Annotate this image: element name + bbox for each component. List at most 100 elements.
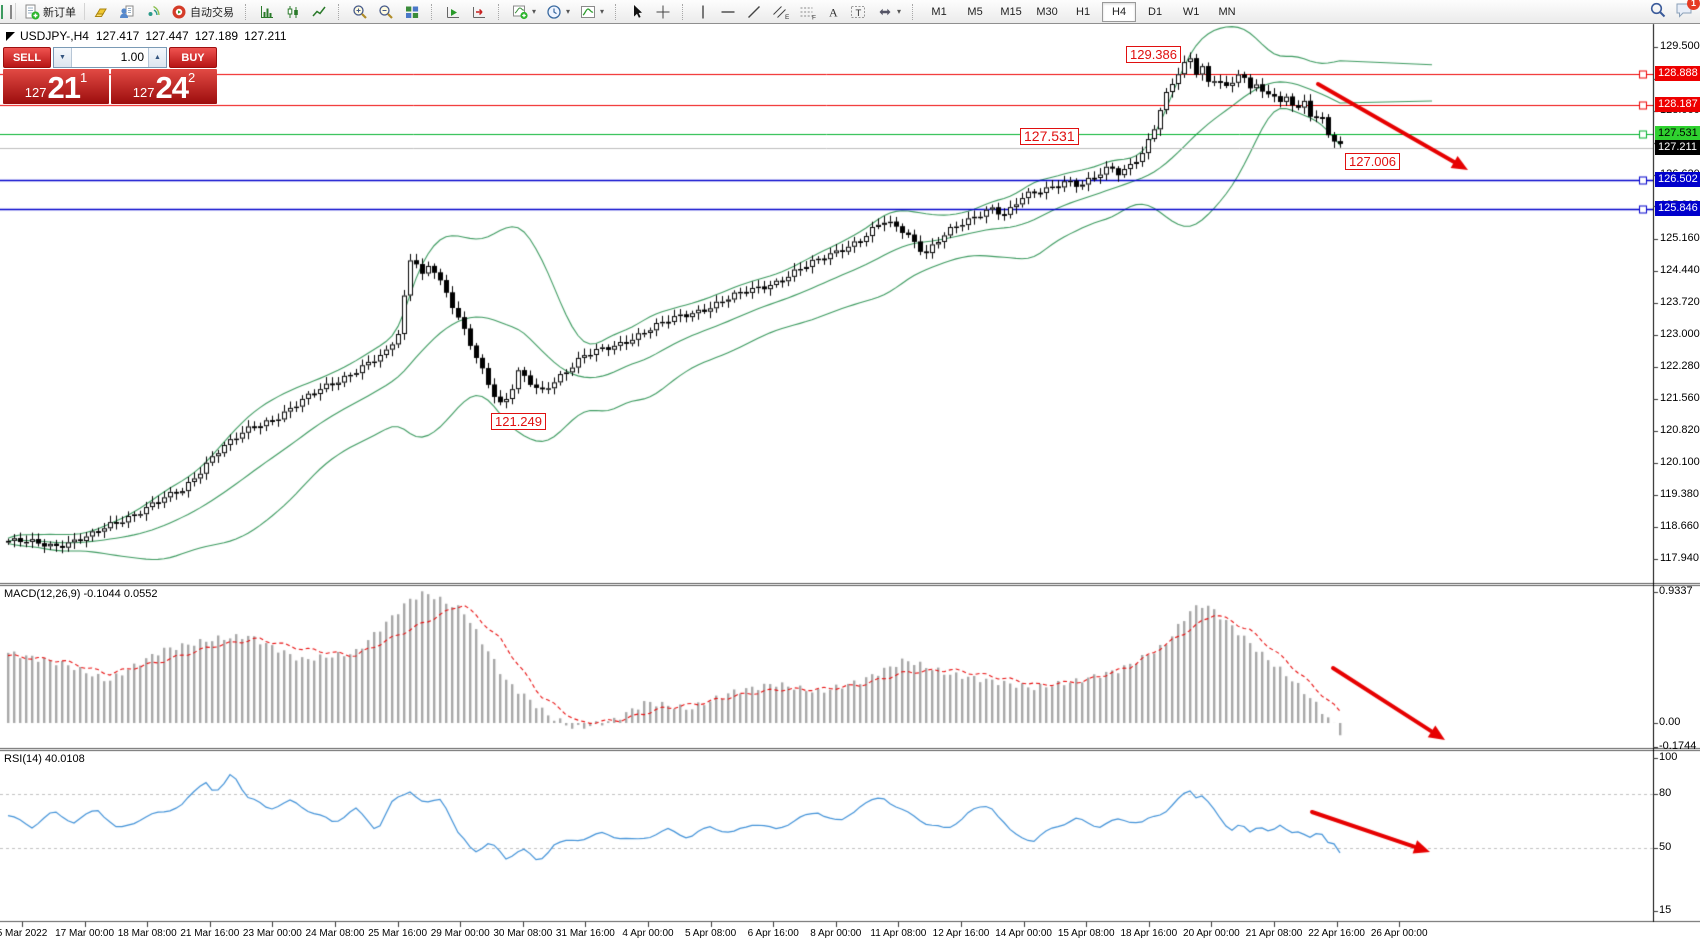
auto-scroll-button[interactable] [440,1,466,23]
zoom-in-button[interactable] [347,1,373,23]
timeframe-h1[interactable]: H1 [1076,5,1091,18]
indicator-list-icon [580,4,596,20]
horizontal-line-icon [720,4,736,20]
text-label-icon: T [850,4,867,20]
profile-icon [119,4,135,20]
indicators-button[interactable]: ▾ [575,1,609,23]
cursor-tool-button[interactable] [624,1,650,23]
buy-button[interactable]: BUY [169,47,217,68]
price-annotation-127.006[interactable]: 127.006 [1345,153,1400,170]
label-tool-button[interactable]: T [845,1,872,23]
chevron-down-icon: ▾ [566,7,571,16]
timeframe-m15[interactable]: M15 [1000,5,1022,18]
trendline-tool-button[interactable] [741,1,767,23]
chart-shift-icon [471,4,487,20]
volume-decrease-button[interactable]: ▼ [54,48,72,67]
timeframe-m1[interactable]: M1 [931,5,947,18]
toolbar-separator [84,3,85,20]
buy-price-point: 2 [187,70,196,85]
profile-button[interactable] [114,1,140,23]
toolbar-grip [615,3,620,20]
toolbar-right-group: 1 [1649,0,1700,22]
chart-title-bar: USDJPY-,H4 127.417 127.447 127.189 127.2… [6,29,287,43]
cropped-chart-icon [1,4,12,19]
gold-icon [93,4,109,20]
volume-increase-button[interactable]: ▲ [148,48,166,67]
crosshair-tool-button[interactable] [650,1,676,23]
cursor-icon [629,4,645,20]
vertical-line-icon [696,4,710,20]
toolbar-separator [15,3,16,20]
clock-icon [546,4,562,20]
toolbar-grip [338,3,343,20]
autotrade-button[interactable]: 自动交易 [166,1,239,23]
bar-chart-button[interactable] [254,1,280,23]
price-annotation-121.249[interactable]: 121.249 [491,413,546,430]
chevron-down-icon: ▾ [532,7,537,16]
timeframe-m30[interactable]: M30 [1036,5,1058,18]
toolbar-grip [912,3,917,20]
new-chart-button[interactable]: ▾ [507,1,541,23]
volume-value[interactable]: 1.00 [120,50,144,64]
svg-text:E: E [785,14,789,20]
notification-badge: 1 [1687,0,1700,10]
arrows-tool-button[interactable]: ▾ [872,1,906,23]
price-annotation-129.386[interactable]: 129.386 [1126,46,1181,63]
zoom-out-icon [378,4,394,20]
styles-button[interactable] [88,1,114,23]
periods-button[interactable]: ▾ [541,1,575,23]
candlestick-chart-button[interactable] [280,1,306,23]
chart-window-icon [6,31,15,41]
one-click-trading-panel: SELL ▼ 1.00 ▲ BUY 127 21 1 127 24 2 [3,47,217,104]
zoom-out-button[interactable] [373,1,399,23]
text-a-icon: A [826,4,840,20]
line-chart-icon [311,4,327,20]
chart-shift-button[interactable] [466,1,492,23]
timeframe-h4[interactable]: H4 [1102,1,1137,22]
sell-button[interactable]: SELL [3,47,51,68]
chevron-down-icon: ▾ [600,7,605,16]
ohlc-low: 127.189 [194,29,239,43]
new-order-button[interactable]: 新订单 [19,1,81,23]
new-chart-icon [512,4,528,20]
tile-windows-icon [404,4,420,20]
vertical-line-tool-button[interactable] [691,1,715,23]
timeframe-d1[interactable]: D1 [1148,5,1163,18]
buy-price-display[interactable]: 127 24 2 [111,69,217,104]
toolbar-grip [245,3,250,20]
chevron-down-icon: ▾ [897,7,902,16]
horizontal-line-tool-button[interactable] [715,1,741,23]
symbol-period-label: USDJPY-,H4 [20,29,89,43]
fibonacci-icon: F [799,4,816,20]
trendline-icon [746,4,762,20]
timeframe-w1[interactable]: W1 [1182,5,1200,18]
tile-windows-button[interactable] [399,1,425,23]
sell-price-figure: 127 [24,85,47,100]
svg-text:F: F [812,14,816,20]
search-icon[interactable] [1649,1,1667,22]
line-chart-button[interactable] [306,1,332,23]
svg-text:A: A [829,5,838,19]
channel-tool-button[interactable]: E [767,1,794,23]
ohlc-close: 127.211 [244,29,287,43]
candlestick-chart-icon [285,4,301,20]
notifications-button[interactable]: 1 [1675,0,1700,22]
signals-button[interactable] [140,1,166,23]
svg-text:T: T [856,7,862,18]
text-tool-button[interactable]: A [821,1,845,23]
sell-price-display[interactable]: 127 21 1 [3,69,109,104]
chat-bubble-icon [1675,3,1694,22]
autotrade-icon [171,4,187,20]
equidistant-channel-icon: E [772,4,789,20]
new-order-icon [24,4,40,20]
auto-scroll-icon [445,4,461,20]
toolbar-grip [498,3,503,20]
fibonacci-tool-button[interactable]: F [794,1,821,23]
timeframe-m5[interactable]: M5 [967,5,983,18]
zoom-in-icon [352,4,368,20]
top-toolbar: 新订单 自动交易 ▾ ▾ ▾ E F A T ▾ M1 M5 M15 M30 H… [0,0,1700,24]
price-annotation-127.531[interactable]: 127.531 [1020,128,1079,145]
timeframe-mn[interactable]: MN [1218,5,1236,18]
crosshair-icon [655,4,671,20]
